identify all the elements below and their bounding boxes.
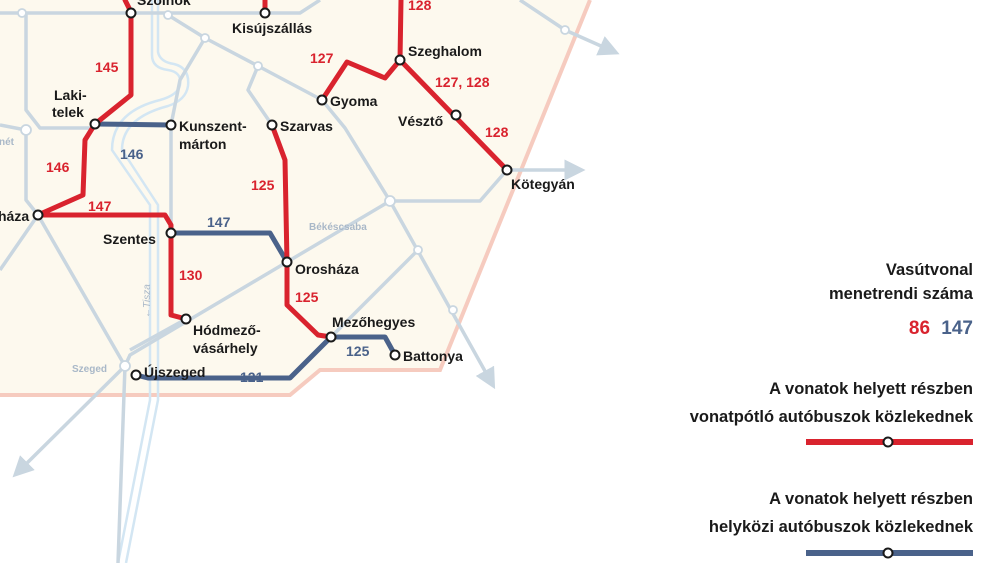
station-szarvas: Szarvas (280, 118, 333, 134)
legend-title-2: menetrendi száma (829, 285, 973, 303)
station-bekescsaba: Békéscsaba (309, 222, 367, 233)
line-number: 128 (485, 124, 509, 140)
legend-intercity: A vonatok helyett részben helyközi autób… (709, 485, 973, 541)
station-szentes: Szentes (103, 231, 156, 247)
station-battonya: Battonya (403, 348, 463, 364)
station-kisujszallas: Kisújszállás (232, 20, 312, 36)
line-127 (319, 57, 403, 103)
line-125-bus (328, 334, 398, 358)
station-csongrad-partial: háza (0, 208, 29, 224)
legend-replacement-dot (882, 436, 894, 448)
legend-intercity-dot (882, 547, 894, 559)
grey-station-dots (17, 8, 570, 372)
legend-line-number: Vasútvonal menetrendi száma 86 147 (829, 258, 973, 341)
line-number: 130 (179, 267, 203, 283)
legend-lines (806, 436, 973, 559)
line-128-north (397, 0, 404, 63)
line-number: 125 (295, 289, 319, 305)
station-szeghalom: Szeghalom (408, 43, 482, 59)
bus-lines (92, 121, 398, 381)
station-kunszentmarton-1: Kunszent- (179, 118, 247, 134)
line-number: 121 (240, 369, 264, 385)
station-mezohegyes: Mezőhegyes (332, 314, 415, 330)
station-hodmezovasarhely-2: vásárhely (193, 340, 258, 356)
legend-sample-red: 86 (908, 318, 931, 339)
line-147-bus (168, 230, 290, 265)
line-number-labels: 145 146 146 147 147 130 125 125 125 121 … (46, 0, 509, 385)
station-szolnok: Szolnok (137, 0, 191, 8)
legend-title-1: Vasútvonal (885, 261, 973, 279)
station-veszto: Vésztő (398, 113, 443, 129)
line-number: 125 (346, 343, 370, 359)
line-146-bus (92, 121, 174, 128)
station-kunszentmarton-2: márton (179, 136, 226, 152)
legend-replacement-2: vonatpótló autóbuszok közlekednek (689, 408, 973, 426)
line-number: 127, 128 (435, 74, 490, 90)
border-line (0, 0, 592, 397)
line-number: 125 (251, 177, 275, 193)
river-label-tisza: ←Tisza (142, 284, 153, 318)
legend-intercity-2: helyközi autóbuszok közlekednek (708, 518, 973, 536)
line-number: 147 (88, 198, 112, 214)
line-number: 145 (95, 59, 119, 75)
line-125 (269, 122, 334, 340)
line-number: 147 (207, 214, 231, 230)
station-kotegyan: Kötegyán (511, 176, 575, 192)
station-hodmezovasarhely-1: Hódmező- (193, 322, 261, 338)
station-labels: Szolnok Kisújszállás Szeghalom Gyoma Vés… (0, 0, 575, 380)
legend-intercity-1: A vonatok helyett részben (769, 490, 973, 508)
station-ujszeged: Újszeged (144, 363, 205, 380)
line-number: 146 (46, 159, 70, 175)
legend-replacement: A vonatok helyett részben vonatpótló aut… (690, 375, 973, 431)
line-number: 127 (310, 50, 334, 66)
station-lakitelek-2: telek (52, 104, 84, 120)
station-gyoma: Gyoma (330, 93, 378, 109)
line-121-bus (133, 334, 334, 381)
station-oroshaza: Orosháza (295, 261, 359, 277)
station-dots (32, 7, 513, 381)
legend-replacement-1: A vonatok helyett részben (769, 380, 973, 398)
station-kecskemet-partial: nét (0, 137, 15, 148)
station-szeged: Szeged (72, 364, 107, 375)
station-lakitelek-1: Laki- (54, 87, 87, 103)
legend-sample-blue: 147 (941, 318, 973, 339)
line-number: 128 (408, 0, 432, 13)
line-number: 146 (120, 146, 144, 162)
